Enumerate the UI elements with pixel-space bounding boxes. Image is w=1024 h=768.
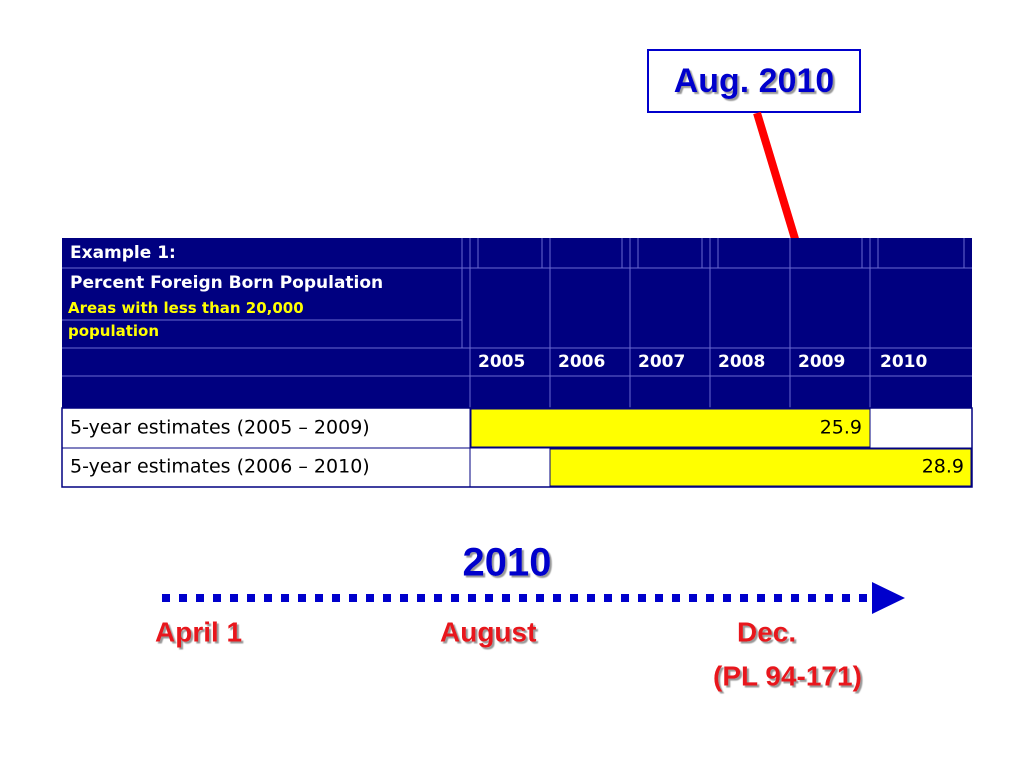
- row-value: 28.9: [922, 456, 964, 478]
- callout-box: [647, 49, 861, 113]
- row-label: 5-year estimates (2005 – 2009): [70, 417, 370, 439]
- table-note: Areas with less than 20,000 population: [68, 299, 304, 340]
- callout-text: Aug. 2010: [674, 62, 835, 100]
- year-header: 2008: [718, 352, 765, 372]
- timeline-year: 2010: [463, 541, 552, 585]
- year-header: 2009: [798, 352, 845, 372]
- highlight: [470, 408, 871, 448]
- row-label: 5-year estimates (2006 – 2010): [70, 456, 370, 478]
- timeline-label: (PL 94-171): [713, 660, 862, 691]
- timeline-label: April 1: [155, 616, 242, 647]
- year-header: 2005: [478, 352, 525, 372]
- table-subtitle: Percent Foreign Born Population: [70, 273, 383, 293]
- table-note-wrap: Areas with less than 20,000 population: [68, 299, 304, 340]
- timeline-label: August: [440, 616, 536, 647]
- row-value: 25.9: [820, 417, 862, 439]
- year-header: 2007: [638, 352, 685, 372]
- highlight: [549, 448, 972, 487]
- timeline-arrow: [872, 582, 905, 614]
- year-header: 2010: [880, 352, 927, 372]
- header-grid: [62, 238, 972, 408]
- timeline-label: Dec.: [737, 616, 796, 647]
- table-title: Example 1:: [70, 243, 176, 263]
- year-header: 2006: [558, 352, 605, 372]
- table-header: [62, 238, 972, 408]
